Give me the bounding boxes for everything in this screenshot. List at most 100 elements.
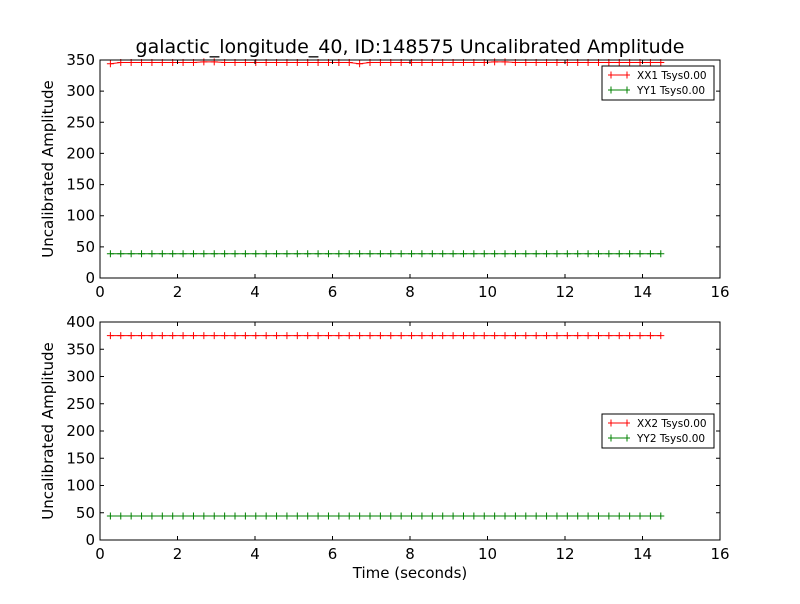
data-point-marker: [511, 512, 519, 520]
data-point-marker: [532, 250, 540, 258]
data-point-marker: [646, 332, 654, 340]
data-point-marker: [356, 60, 364, 68]
data-point-marker: [646, 250, 654, 258]
data-point-marker: [356, 332, 364, 340]
data-point-marker: [138, 332, 146, 340]
data-point-marker: [615, 512, 623, 520]
data-point-marker: [553, 512, 561, 520]
data-point-marker: [428, 250, 436, 258]
data-point-marker: [522, 250, 530, 258]
data-point-marker: [428, 512, 436, 520]
x-axis-label: Time (seconds): [352, 564, 468, 582]
data-point-marker: [376, 250, 384, 258]
data-point-marker: [418, 512, 426, 520]
data-point-marker: [553, 250, 561, 258]
series-yy1: [106, 250, 665, 258]
y-tick-label: 0: [85, 531, 95, 549]
data-point-marker: [574, 332, 582, 340]
data-point-marker: [449, 250, 457, 258]
data-point-marker: [221, 250, 229, 258]
y-tick-label: 300: [66, 368, 95, 386]
data-point-marker: [356, 250, 364, 258]
data-point-marker: [543, 250, 551, 258]
data-point-marker: [605, 332, 613, 340]
data-point-marker: [210, 332, 218, 340]
data-point-marker: [522, 512, 530, 520]
data-point-marker: [408, 332, 416, 340]
data-point-marker: [459, 512, 467, 520]
data-point-marker: [563, 512, 571, 520]
data-point-marker: [252, 512, 260, 520]
data-point-marker: [501, 512, 509, 520]
y-tick-label: 0: [85, 269, 95, 287]
legend-marker: [608, 434, 630, 442]
data-point-marker: [345, 250, 353, 258]
x-tick-label: 14: [633, 283, 652, 301]
y-tick-label: 100: [66, 207, 95, 225]
data-point-marker: [127, 332, 135, 340]
x-tick-label: 0: [95, 545, 105, 563]
data-point-marker: [418, 332, 426, 340]
data-point-marker: [127, 250, 135, 258]
data-point-marker: [397, 332, 405, 340]
data-point-marker: [491, 58, 499, 66]
data-point-marker: [491, 512, 499, 520]
x-tick-label: 16: [710, 283, 729, 301]
legend-box: [601, 413, 715, 449]
data-point-marker: [501, 332, 509, 340]
data-point-marker: [356, 512, 364, 520]
data-point-marker: [138, 512, 146, 520]
data-point-marker: [428, 332, 436, 340]
data-point-marker: [200, 332, 208, 340]
x-tick-label: 6: [328, 283, 338, 301]
data-point-marker: [491, 250, 499, 258]
legend: XX2 Tsys0.00 YY2 Tsys0.00: [601, 413, 715, 449]
data-point-marker: [366, 250, 374, 258]
x-tick-label: 10: [478, 545, 497, 563]
data-point-marker: [293, 332, 301, 340]
x-tick-label: 10: [478, 283, 497, 301]
series-yy2: [106, 512, 665, 520]
y-tick-label: 150: [66, 449, 95, 467]
data-point-marker: [459, 332, 467, 340]
data-point-marker: [158, 332, 166, 340]
data-point-marker: [283, 512, 291, 520]
data-point-marker: [169, 250, 177, 258]
legend-label: YY2 Tsys0.00: [636, 433, 705, 445]
data-point-marker: [148, 332, 156, 340]
legend-marker: [608, 86, 630, 94]
data-point-marker: [543, 512, 551, 520]
data-point-marker: [636, 250, 644, 258]
data-point-marker: [283, 250, 291, 258]
data-point-marker: [189, 250, 197, 258]
data-point-marker: [584, 332, 592, 340]
x-tick-label: 12: [555, 545, 574, 563]
y-tick-label: 150: [66, 176, 95, 194]
data-point-marker: [387, 250, 395, 258]
data-point-marker: [605, 512, 613, 520]
legend-marker: [608, 419, 630, 427]
data-point-marker: [169, 332, 177, 340]
data-point-marker: [304, 512, 312, 520]
data-point-marker: [345, 332, 353, 340]
data-point-marker: [293, 250, 301, 258]
data-point-marker: [470, 512, 478, 520]
data-point-marker: [127, 512, 135, 520]
data-point-marker: [314, 250, 322, 258]
y-tick-label: 50: [76, 238, 95, 256]
data-point-marker: [200, 512, 208, 520]
data-point-marker: [179, 332, 187, 340]
x-tick-label: 4: [250, 283, 260, 301]
legend: XX1 Tsys0.00 YY1 Tsys0.00: [601, 65, 715, 101]
data-point-marker: [345, 512, 353, 520]
top-y-axis-label: Uncalibrated Amplitude: [39, 80, 57, 257]
x-tick-label: 2: [173, 545, 183, 563]
data-point-marker: [117, 332, 125, 340]
y-tick-label: 300: [66, 82, 95, 100]
data-point-marker: [449, 512, 457, 520]
data-point-marker: [470, 332, 478, 340]
data-point-marker: [574, 250, 582, 258]
data-point-marker: [189, 332, 197, 340]
data-point-marker: [594, 512, 602, 520]
